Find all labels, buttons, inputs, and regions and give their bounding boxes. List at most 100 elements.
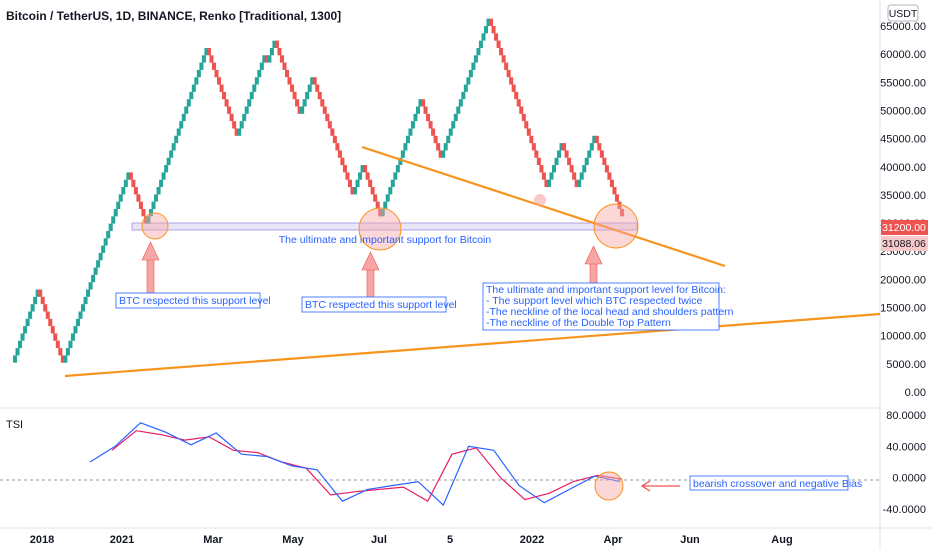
renko-brick-up xyxy=(390,179,395,188)
renko-brick-down xyxy=(431,128,436,136)
renko-brick-down xyxy=(519,106,524,114)
tsi-label[interactable]: TSI xyxy=(6,419,23,431)
note-right-line-3: -The neckline of the local head and shou… xyxy=(486,306,734,318)
second-price-badge-box xyxy=(881,236,928,251)
time-tick-label: Mar xyxy=(203,534,223,546)
price-tick-label: 40000.00 xyxy=(880,162,926,174)
renko-brick-up xyxy=(189,91,194,100)
tsi-signal-line xyxy=(111,430,623,503)
last-price-badge-box xyxy=(881,220,928,235)
renko-brick-down xyxy=(426,113,431,122)
tsi-tick-label: 40.0000 xyxy=(886,441,926,453)
renko-brick-up xyxy=(400,150,405,158)
chart-title: Bitcoin / TetherUS, 1D, BINANCE, Renko [… xyxy=(6,9,341,23)
renko-brick-up xyxy=(179,121,184,129)
renko-brick-up xyxy=(403,143,408,151)
tsi-axis[interactable]: 80.0000 40.0000 0.0000 -40.0000 xyxy=(883,410,926,516)
highlight-circle-right xyxy=(593,203,639,249)
renko-brick-down xyxy=(574,179,579,188)
renko-brick-down xyxy=(315,84,320,92)
renko-brick-down xyxy=(274,40,279,48)
time-tick-label: Jun xyxy=(680,534,700,546)
renko-brick-up xyxy=(466,77,471,85)
renko-brick-down xyxy=(536,157,541,166)
highlight-circle-middle xyxy=(358,207,402,251)
support-label[interactable]: The ultimate and important support for B… xyxy=(279,234,492,246)
note-left[interactable]: BTC respected this support level xyxy=(115,292,271,309)
renko-brick-up xyxy=(463,84,468,92)
renko-brick-up xyxy=(413,113,418,122)
last-price-badge: 31200.00 xyxy=(881,220,928,235)
renko-brick-up xyxy=(441,150,446,158)
renko-brick-down xyxy=(564,150,569,158)
time-tick-label: Apr xyxy=(604,534,624,546)
tsi-tick-label: -40.0000 xyxy=(883,504,926,516)
renko-brick-up xyxy=(405,135,410,144)
renko-brick-up xyxy=(360,165,365,173)
price-axis[interactable]: 65000.00 60000.00 55000.00 50000.00 45000.00… xyxy=(880,21,926,399)
renko-brick-up xyxy=(468,69,473,78)
renko-brick-down xyxy=(489,18,494,26)
renko-brick-up xyxy=(86,289,91,297)
renko-brick-up xyxy=(169,150,174,158)
renko-brick-up xyxy=(194,77,199,85)
renko-brick-down xyxy=(282,62,287,70)
renko-brick-down xyxy=(232,121,237,129)
renko-brick-up xyxy=(159,179,164,188)
renko-brick-down xyxy=(287,77,292,85)
renko-brick-down xyxy=(370,187,375,195)
renko-brick-up xyxy=(68,340,73,349)
support-band[interactable] xyxy=(131,222,638,231)
renko-brick-up xyxy=(80,304,86,312)
renko-brick-down xyxy=(363,165,368,173)
renko-brick-down xyxy=(350,187,355,195)
renko-brick-up xyxy=(551,165,557,173)
price-tick-label: 45000.00 xyxy=(880,134,926,146)
renko-brick-down xyxy=(279,55,284,63)
ascending-trendline[interactable] xyxy=(64,312,881,378)
renko-brick-up xyxy=(171,143,176,151)
renko-brick-down xyxy=(209,55,214,63)
renko-brick-down xyxy=(128,172,133,180)
renko-brick-up xyxy=(453,113,458,122)
renko-brick-up xyxy=(161,172,166,180)
renko-brick-up xyxy=(108,223,113,231)
renko-brick-up xyxy=(154,194,159,202)
renko-brick-down xyxy=(436,143,441,151)
renko-brick-up xyxy=(451,121,456,129)
renko-brick-up xyxy=(415,106,420,114)
renko-brick-down xyxy=(516,99,521,107)
renko-brick-down xyxy=(206,47,211,56)
renko-brick-down xyxy=(562,143,567,151)
renko-brick-down xyxy=(496,40,501,48)
renko-brick-up xyxy=(587,150,592,158)
renko-brick-up xyxy=(199,62,204,70)
renko-brick-up xyxy=(461,91,466,100)
renko-brick-up xyxy=(78,311,83,319)
renko-brick-up xyxy=(592,135,597,144)
renko-brick-down xyxy=(48,318,53,327)
renko-brick-up xyxy=(116,201,121,209)
note-middle[interactable]: BTC respected this support level xyxy=(301,296,457,313)
renko-brick-down xyxy=(217,77,222,85)
renko-brick-up xyxy=(254,77,259,85)
note-right[interactable]: The ultimate and important support level… xyxy=(482,282,734,331)
renko-brick-up xyxy=(269,47,274,56)
renko-brick-down xyxy=(214,69,219,78)
currency-badge[interactable]: USDT xyxy=(887,4,919,22)
renko-brick-down xyxy=(222,91,227,100)
time-axis[interactable]: 2018 2021 Mar May Jul 5 2022 Apr Jun Aug xyxy=(30,534,793,546)
renko-brick-down xyxy=(53,333,58,341)
renko-brick-up xyxy=(113,209,118,217)
renko-brick-down xyxy=(599,150,604,158)
neckline-trendline[interactable] xyxy=(361,145,726,268)
renko-brick-up xyxy=(12,355,18,363)
renko-brick-down xyxy=(378,209,383,217)
renko-brick-down xyxy=(529,135,534,144)
renko-brick-up xyxy=(262,55,267,63)
tsi-note[interactable]: bearish crossover and negative Bias xyxy=(689,475,862,491)
renko-brick-up xyxy=(191,84,196,92)
price-tick-label: 5000.00 xyxy=(886,359,926,371)
